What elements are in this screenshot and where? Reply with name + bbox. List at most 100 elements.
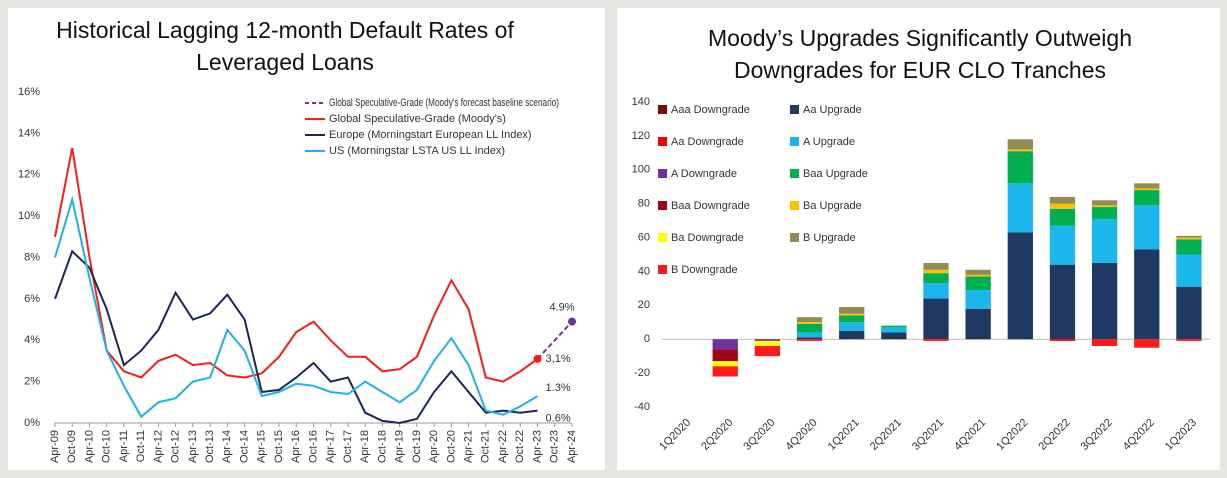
bar-segment (1007, 232, 1033, 340)
bar-segment (965, 308, 991, 340)
bar-segment (712, 349, 738, 362)
x-tick-label: Apr-13 (187, 430, 199, 463)
legend-label: B Downgrade (671, 264, 738, 276)
x-tick-label: Oct-14 (238, 430, 250, 463)
y-tick-label: 40 (638, 265, 650, 277)
bar-segment (881, 325, 907, 328)
bar-segment (1007, 149, 1033, 152)
bar-segment (1134, 183, 1160, 189)
bar-segment (1134, 188, 1160, 191)
bar-segment (839, 315, 865, 323)
bar-segment (1176, 339, 1202, 341)
x-tick-label: Oct-22 (514, 430, 526, 463)
y-tick-label: 80 (638, 198, 650, 210)
y-tick-label: 2% (24, 376, 40, 388)
y-tick-label: 10% (18, 210, 40, 222)
bar-segment (796, 317, 823, 323)
bar-segment (1176, 254, 1202, 287)
legend-swatch (658, 233, 667, 242)
legend-swatch (658, 169, 667, 178)
legend-swatch (658, 137, 667, 146)
bar-segment (923, 339, 949, 341)
y-tick-label: 12% (18, 169, 40, 181)
x-tick-label: Oct-11 (135, 430, 147, 462)
legend-swatch (790, 105, 799, 114)
legend-label: Aa Upgrade (803, 104, 862, 116)
x-tick-label: Apr-24 (566, 430, 578, 463)
x-tick-label: 1Q2021 (826, 417, 862, 453)
legend-label: Global Speculative-Grade (Moody's foreca… (329, 97, 559, 109)
legend-label: Baa Downgrade (671, 200, 750, 212)
y-tick-label: 6% (24, 293, 40, 305)
bar-segment (1091, 339, 1118, 346)
x-tick-label: Oct-10 (101, 430, 113, 463)
x-tick-label: Oct-13 (204, 430, 216, 463)
right-panel (617, 8, 1220, 470)
y-tick-label: 60 (638, 231, 650, 243)
legend-swatch (790, 137, 799, 146)
bar-segment (1091, 200, 1118, 206)
bar-segment (1176, 237, 1202, 240)
bar-segment (1049, 196, 1076, 204)
x-tick-label: Apr-18 (359, 430, 371, 463)
bar-segment (796, 323, 823, 333)
bar-segment (754, 339, 781, 341)
bar-segment (754, 346, 781, 357)
y-tick-label: -20 (634, 367, 650, 379)
bar-segment (1049, 264, 1076, 340)
legend-swatch (658, 265, 667, 274)
value-label: 4.9% (549, 302, 574, 314)
bar-segment (965, 269, 991, 275)
x-tick-label: Oct-20 (445, 430, 457, 463)
bar-segment (923, 262, 949, 270)
bar-segment (965, 276, 991, 291)
bar-segment (1007, 139, 1033, 150)
x-tick-label: Apr-10 (83, 430, 95, 463)
legend-swatch (790, 233, 799, 242)
x-tick-label: 4Q2022 (1121, 417, 1157, 453)
y-tick-label: 8% (24, 251, 40, 263)
bar-segment (1049, 208, 1076, 226)
bar-segment (1134, 190, 1160, 206)
bar-segment (881, 327, 907, 333)
y-tick-label: -40 (634, 401, 650, 413)
x-tick-label: Oct-09 (66, 430, 78, 463)
value-label: 1.3% (546, 382, 571, 394)
bar-segment (839, 307, 865, 314)
x-tick-label: 3Q2021 (910, 417, 946, 453)
value-label: 0.6% (546, 412, 571, 424)
chart-title: Historical Lagging 12-month Default Rate… (56, 17, 514, 75)
x-tick-label: Apr-19 (394, 430, 406, 463)
y-tick-label: 140 (632, 96, 650, 108)
legend-label: Ba Downgrade (671, 232, 744, 244)
bar-segment (796, 332, 823, 338)
bar-segment (1134, 205, 1160, 250)
legend-swatch (658, 201, 667, 210)
bar-segment (712, 366, 738, 377)
x-tick-label: 2Q2021 (868, 417, 904, 453)
x-tick-label: 3Q2022 (1079, 417, 1115, 453)
legend-label: US (Morningstar LSTA US LL Index) (329, 145, 505, 157)
bar-segment (1091, 205, 1118, 208)
bar-segment (923, 283, 949, 299)
bar-segment (1091, 207, 1118, 219)
x-tick-label: Apr-09 (49, 430, 61, 463)
bar-segment (1091, 262, 1118, 340)
bar-segment (1091, 218, 1118, 263)
bar-segment (796, 339, 823, 341)
legend-label: Europe (Morningstart European LL Index) (329, 129, 532, 141)
bar-segment (923, 298, 949, 340)
x-tick-label: 3Q2020 (741, 417, 777, 453)
x-tick-label: Apr-11 (118, 430, 130, 462)
line-series (54, 147, 539, 383)
bar-segment (1007, 183, 1033, 233)
bar-segment (1049, 339, 1076, 341)
x-tick-label: Apr-20 (428, 430, 440, 463)
bar-segment (881, 332, 907, 340)
x-tick-label: Apr-22 (497, 430, 509, 463)
legend-swatch (658, 105, 667, 114)
x-tick-label: Oct-16 (307, 430, 319, 463)
bar-segment (1007, 151, 1033, 184)
